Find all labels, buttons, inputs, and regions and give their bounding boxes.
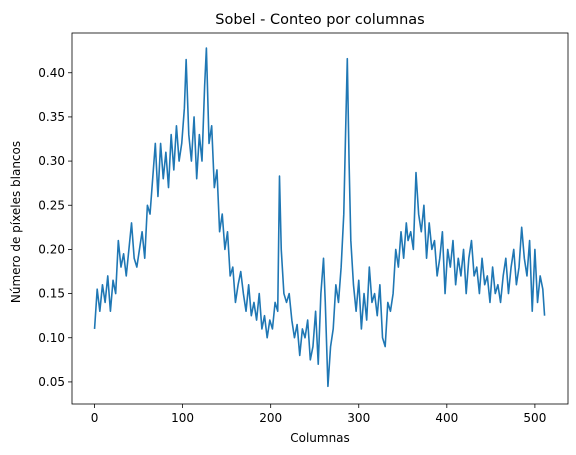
plot-area xyxy=(93,47,546,388)
y-tick-label: 0.30 xyxy=(38,154,65,168)
y-tick-label: 0.05 xyxy=(38,375,65,389)
x-tick-label: 400 xyxy=(435,411,458,425)
y-tick-label: 0.40 xyxy=(38,66,65,80)
x-tick-label: 100 xyxy=(171,411,194,425)
x-tick-label: 300 xyxy=(347,411,370,425)
x-tick-label: 200 xyxy=(259,411,282,425)
y-axis-label: Número de píxeles blancos xyxy=(9,141,23,303)
y-tick-label: 0.10 xyxy=(38,331,65,345)
x-axis-ticks: 0 100 200 300 400 500 xyxy=(91,404,546,425)
y-tick-label: 0.25 xyxy=(38,198,65,212)
x-axis-label: Columnas xyxy=(290,431,350,445)
y-axis-ticks: 0.05 0.10 0.15 0.20 0.25 0.30 0.35 0.40 xyxy=(38,66,72,389)
x-tick-label: 0 xyxy=(91,411,99,425)
x-tick-label: 500 xyxy=(523,411,546,425)
y-tick-label: 0.35 xyxy=(38,110,65,124)
chart-title: Sobel - Conteo por columnas xyxy=(215,12,424,28)
y-tick-label: 0.20 xyxy=(38,242,65,256)
y-tick-label: 0.15 xyxy=(38,287,65,301)
axes-frame xyxy=(71,32,569,405)
series-line-0 xyxy=(93,47,546,388)
